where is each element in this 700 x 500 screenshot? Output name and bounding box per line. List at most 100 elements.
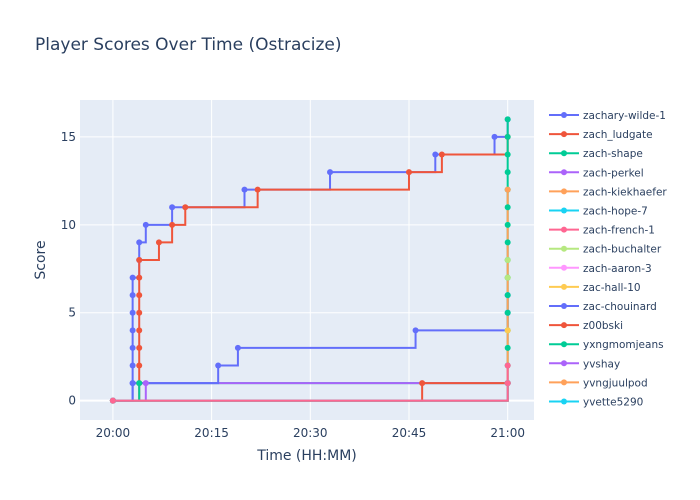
- x-tick-label: 20:00: [96, 426, 131, 440]
- legend-marker: [561, 112, 567, 118]
- legend-item-zach-shape[interactable]: zach-shape: [549, 148, 643, 160]
- legend-label: zach-french-1: [583, 225, 655, 237]
- data-point-yxngmomjeans: [504, 133, 511, 140]
- data-point-zachary-wilde-1: [136, 239, 143, 246]
- x-tick-labels: 20:00 20:15 20:30 20:45 21:00: [96, 426, 525, 440]
- legend-item-zac-hall-10[interactable]: zac-hall-10: [549, 282, 641, 294]
- legend-label: z00bski: [583, 320, 623, 332]
- legend-label: zach_ludgate: [583, 129, 653, 141]
- legend-marker: [561, 131, 567, 138]
- legend-label: yvshay: [583, 358, 620, 370]
- x-tick-label: 20:30: [293, 426, 328, 440]
- data-point-zachary-wilde-1: [129, 362, 136, 369]
- data-point-zach_ludgate: [136, 362, 143, 369]
- legend-marker: [561, 360, 567, 367]
- x-axis-label: Time (HH:MM): [256, 448, 357, 464]
- legend-item-zach-hope-7[interactable]: zach-hope-7: [549, 206, 648, 218]
- legend-marker: [561, 398, 567, 405]
- data-point-extra: [504, 257, 511, 263]
- data-point-zach_ludgate: [136, 292, 143, 299]
- data-point-zach_ludgate: [405, 169, 412, 176]
- data-point-zach_ludgate: [155, 239, 162, 246]
- data-point-zachary-wilde-1: [129, 327, 136, 334]
- legend-item-zachary-wilde-1[interactable]: zachary-wilde-1: [549, 110, 666, 122]
- legend-item-zach_ludgate[interactable]: zach_ludgate: [549, 129, 653, 141]
- data-point-yxngmomjeans: [504, 221, 511, 228]
- data-point-zac-chouinard: [129, 380, 136, 387]
- data-point-zach_ludgate: [136, 344, 143, 351]
- legend-item-yxngmomjeans[interactable]: yxngmomjeans: [549, 339, 664, 351]
- series-lines: [112, 119, 509, 402]
- data-point-zachary-wilde-1: [129, 309, 136, 316]
- data-point-yxngmomjeans: [504, 292, 511, 299]
- data-point-zachary-wilde-1: [129, 274, 136, 281]
- y-axis-label: Score: [33, 240, 49, 279]
- data-point-zac-chouinard: [412, 327, 419, 334]
- legend-item-zach-aaron-3[interactable]: zach-aaron-3: [549, 263, 652, 275]
- legend-item-yvngjuulpod[interactable]: yvngjuulpod: [549, 377, 648, 389]
- legend-label: zach-buchalter: [583, 244, 662, 256]
- data-point-yvessaint69: [109, 397, 116, 404]
- legend-marker: [561, 322, 567, 329]
- data-point-zach_ludgate: [169, 221, 176, 228]
- data-point-zach-shape: [136, 380, 143, 387]
- data-point-zachary-wilde-1: [142, 221, 149, 228]
- legend-marker: [561, 150, 567, 157]
- legend-label: zach-shape: [583, 148, 643, 160]
- x-tick-label: 20:45: [392, 426, 427, 440]
- y-tick-label: 0: [68, 394, 76, 408]
- y-tick-label: 15: [61, 130, 76, 144]
- legend-item-z00bski[interactable]: z00bski: [549, 320, 623, 332]
- data-point-yxngmomjeans: [504, 151, 511, 158]
- data-point-yxngmomjeans: [504, 239, 511, 246]
- data-point-zachary-wilde-1: [169, 204, 176, 211]
- data-point-zachary-wilde-1: [129, 344, 136, 351]
- legend-item-yvshay[interactable]: yvshay: [549, 358, 620, 370]
- series-markers: [109, 116, 511, 404]
- y-tick-labels: 0 5 10 15: [61, 130, 76, 408]
- y-tick-label: 10: [61, 218, 76, 232]
- legend-item-yvette5290[interactable]: yvette5290: [549, 397, 643, 409]
- y-tick-label: 5: [68, 306, 76, 320]
- data-point-zach_ludgate: [182, 204, 189, 211]
- legend-item-zac-chouinard[interactable]: zac-chouinard: [549, 301, 657, 313]
- data-point-zachary-wilde-1: [432, 151, 439, 158]
- data-point-extra: [504, 274, 511, 281]
- data-point-yxngmomjeans: [504, 116, 511, 123]
- legend-marker: [561, 226, 567, 233]
- data-point-yxngmomjeans: [504, 204, 511, 211]
- legend-label: zach-aaron-3: [583, 263, 652, 275]
- legend-label: zac-hall-10: [583, 282, 641, 294]
- data-point-yxngmomjeans: [504, 309, 511, 316]
- data-point-zach-perkel: [142, 380, 149, 387]
- data-point-z00bski: [419, 380, 426, 387]
- data-point-zach_ludgate: [136, 327, 143, 334]
- legend-label: zach-hope-7: [583, 206, 648, 218]
- series-line-yvessaint69: [112, 365, 509, 402]
- data-point-zac-chouinard: [215, 362, 222, 369]
- legend-marker: [561, 303, 567, 309]
- legend-item-zach-french-1[interactable]: zach-french-1: [549, 225, 655, 237]
- data-point-yvessaint69: [504, 362, 511, 369]
- legend-label: yvngjuulpod: [583, 377, 648, 389]
- data-point-zachary-wilde-1: [327, 169, 334, 176]
- data-point-yxngmomjeans: [504, 344, 511, 351]
- x-tick-label: 20:15: [194, 426, 229, 440]
- legend-label: zachary-wilde-1: [583, 110, 666, 122]
- legend[interactable]: zachary-wilde-1 zach_ludgate zach-shape zac…: [542, 100, 700, 420]
- legend-marker: [561, 264, 567, 271]
- legend-marker: [561, 283, 567, 290]
- legend-marker: [561, 379, 567, 386]
- data-point-extra: [504, 327, 511, 334]
- legend-item-zach-perkel[interactable]: zach-perkel: [549, 167, 644, 179]
- data-point-zach_ludgate: [136, 309, 143, 316]
- legend-item-zach-buchalter[interactable]: zach-buchalter: [549, 244, 662, 256]
- legend-marker: [561, 245, 567, 252]
- legend-item-zach-kiekhaefer[interactable]: zach-kiekhaefer: [549, 186, 667, 198]
- legend-label: yxngmomjeans: [583, 339, 664, 351]
- legend-label: zac-chouinard: [583, 301, 657, 313]
- legend-marker: [561, 188, 567, 195]
- legend-marker: [561, 341, 567, 348]
- chart-title: Player Scores Over Time (Ostracize): [35, 35, 342, 55]
